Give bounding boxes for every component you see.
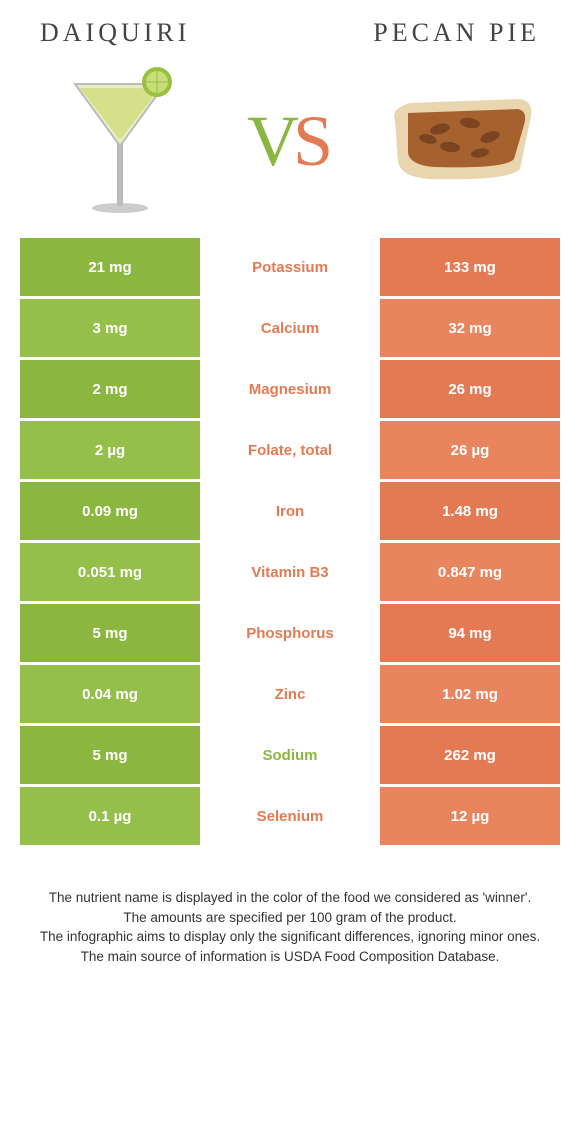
left-value: 5 mg [20,604,200,662]
left-value: 2 mg [20,360,200,418]
left-value: 2 µg [20,421,200,479]
vs-s: S [293,101,333,181]
nutrient-label: Vitamin B3 [200,543,380,601]
pecan-pie-image [380,66,540,216]
left-value: 3 mg [20,299,200,357]
table-row: 3 mgCalcium32 mg [20,299,560,357]
right-value: 262 mg [380,726,560,784]
table-row: 2 µgFolate, total26 µg [20,421,560,479]
right-value: 26 mg [380,360,560,418]
header: Daiquiri Pecan pie [0,0,580,58]
right-food-title: Pecan pie [373,18,540,48]
table-row: 5 mgSodium262 mg [20,726,560,784]
nutrient-label: Calcium [200,299,380,357]
right-value: 26 µg [380,421,560,479]
nutrient-label: Sodium [200,726,380,784]
nutrient-label: Selenium [200,787,380,845]
right-value: 94 mg [380,604,560,662]
nutrient-label: Potassium [200,238,380,296]
nutrient-label: Phosphorus [200,604,380,662]
nutrient-label: Magnesium [200,360,380,418]
table-row: 5 mgPhosphorus94 mg [20,604,560,662]
table-row: 21 mgPotassium133 mg [20,238,560,296]
right-value: 1.48 mg [380,482,560,540]
comparison-table: 21 mgPotassium133 mg3 mgCalcium32 mg2 mg… [0,238,580,845]
left-value: 0.09 mg [20,482,200,540]
footnote-line: The infographic aims to display only the… [30,927,550,947]
right-value: 32 mg [380,299,560,357]
nutrient-label: Folate, total [200,421,380,479]
table-row: 2 mgMagnesium26 mg [20,360,560,418]
table-row: 0.04 mgZinc1.02 mg [20,665,560,723]
left-value: 5 mg [20,726,200,784]
right-value: 133 mg [380,238,560,296]
nutrient-label: Zinc [200,665,380,723]
right-value: 1.02 mg [380,665,560,723]
left-value: 0.1 µg [20,787,200,845]
vs-v: V [247,101,293,181]
nutrient-label: Iron [200,482,380,540]
table-row: 0.051 mgVitamin B30.847 mg [20,543,560,601]
right-value: 0.847 mg [380,543,560,601]
daiquiri-image [40,66,200,216]
left-value: 0.051 mg [20,543,200,601]
images-row: VS [0,58,580,238]
right-value: 12 µg [380,787,560,845]
footnote-line: The amounts are specified per 100 gram o… [30,908,550,928]
footnotes: The nutrient name is displayed in the co… [0,848,580,966]
left-food-title: Daiquiri [40,18,190,48]
table-row: 0.09 mgIron1.48 mg [20,482,560,540]
left-value: 0.04 mg [20,665,200,723]
footnote-line: The nutrient name is displayed in the co… [30,888,550,908]
left-value: 21 mg [20,238,200,296]
table-row: 0.1 µgSelenium12 µg [20,787,560,845]
footnote-line: The main source of information is USDA F… [30,947,550,967]
vs-label: VS [247,100,333,183]
